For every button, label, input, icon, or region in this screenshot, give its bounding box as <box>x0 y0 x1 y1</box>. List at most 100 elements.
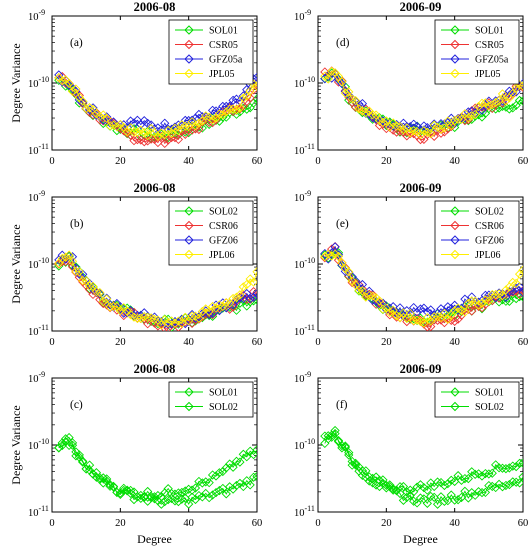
legend-box <box>168 381 254 418</box>
data-point <box>467 111 477 121</box>
data-point <box>143 312 153 322</box>
y-tick-base: 10 <box>294 374 305 385</box>
x-tick-label: 60 <box>518 156 529 167</box>
data-point <box>177 487 187 498</box>
legend-entry: GFZ05a <box>475 55 509 66</box>
data-point <box>81 464 91 474</box>
y-axis-label: Degree Variance <box>9 43 23 122</box>
data-point <box>160 497 170 507</box>
data-point <box>518 82 523 92</box>
data-point <box>71 447 81 457</box>
data-point <box>163 135 173 145</box>
chart-panel-d: 2006-090 20 40 6010-910-1010-11(d)SOL01CSR0… <box>294 0 528 167</box>
data-point <box>146 493 156 503</box>
y-tick-exponent: -11 <box>39 323 49 332</box>
data-point <box>194 124 204 135</box>
data-point <box>95 287 105 298</box>
data-point <box>221 298 231 308</box>
x-tick-label: 0 <box>49 518 54 529</box>
data-point <box>374 296 385 306</box>
data-point <box>323 434 333 444</box>
chart-panel-b: 2006-080 20 40 6010-910-1010-11(b)SOL02CSR0… <box>9 181 262 348</box>
y-tick-base: 10 <box>294 193 305 204</box>
x-tick-label: 40 <box>183 337 194 348</box>
data-point <box>422 322 432 331</box>
legend-box <box>434 381 520 418</box>
data-point <box>207 490 218 500</box>
legend-swatch-marker <box>184 235 194 245</box>
data-point <box>350 460 361 470</box>
x-axis-label: Degree <box>137 532 172 546</box>
data-point <box>497 98 508 108</box>
data-point <box>225 104 235 114</box>
data-point <box>511 278 521 289</box>
data-point <box>91 288 102 298</box>
data-point <box>197 492 207 502</box>
x-tick-label: 40 <box>449 518 460 529</box>
data-point <box>446 475 456 485</box>
legend: SOL02 CSR06 GFZ06 JPL06 <box>168 200 254 266</box>
data-point <box>429 312 439 322</box>
y-tick-exponent: -9 <box>305 8 312 17</box>
legend-entry: CSR05 <box>475 40 504 51</box>
data-point <box>67 256 78 266</box>
data-point <box>61 252 71 262</box>
x-tick-label: 20 <box>115 518 126 529</box>
data-point <box>98 115 108 125</box>
legend-swatch-marker <box>184 220 194 231</box>
y-tick-base: 10 <box>28 193 39 204</box>
data-point <box>388 485 398 495</box>
y-tick-exponent: -10 <box>39 256 50 265</box>
legend-entry: JPL06 <box>475 250 501 261</box>
data-point <box>453 495 463 505</box>
data-point <box>508 88 518 99</box>
data-point <box>501 96 511 106</box>
data-point <box>508 277 518 288</box>
data-point <box>357 286 368 296</box>
y-tick-label: 10-10 <box>28 256 49 271</box>
data-point <box>511 83 521 93</box>
x-tick-label: 40 <box>183 156 194 167</box>
data-point <box>156 320 166 330</box>
data-point <box>337 79 347 89</box>
data-point <box>405 490 415 501</box>
y-tick-exponent: -9 <box>39 370 46 379</box>
data-point <box>166 488 177 499</box>
data-point <box>439 307 450 317</box>
data-point <box>194 312 204 322</box>
data-point <box>477 487 487 498</box>
data-point <box>235 457 245 467</box>
data-point <box>491 289 501 300</box>
data-point <box>501 285 511 295</box>
panel-title: 2006-09 <box>400 0 442 14</box>
y-tick-label: 10-9 <box>28 189 45 204</box>
data-point <box>347 460 357 470</box>
data-point <box>214 468 225 478</box>
data-point <box>238 282 248 292</box>
data-point <box>487 289 497 300</box>
data-point <box>252 81 257 91</box>
data-point <box>460 486 470 496</box>
data-point <box>187 485 197 495</box>
data-point <box>84 460 95 470</box>
data-point <box>129 311 139 321</box>
data-point <box>207 105 218 115</box>
legend: SOL02 CSR06 GFZ06 JPL06 <box>434 200 520 266</box>
data-point <box>115 489 125 500</box>
chart-panel-f: 2006-090 20 40 6010-910-1010-11(f)SOL01SOL0… <box>294 362 528 546</box>
y-tick-label: 10-10 <box>28 437 49 452</box>
data-point <box>252 267 257 277</box>
y-tick-exponent: -11 <box>39 504 49 513</box>
data-point <box>405 308 415 319</box>
data-point <box>463 113 473 123</box>
data-point <box>439 480 450 491</box>
data-point <box>450 306 460 316</box>
data-point <box>91 287 102 297</box>
legend-entry: SOL01 <box>475 26 504 37</box>
data-point <box>108 301 119 312</box>
data-point <box>426 305 436 315</box>
y-tick-exponent: -10 <box>39 437 50 446</box>
x-tick-label: 0 <box>315 156 320 167</box>
data-point <box>95 474 105 485</box>
panel-title: 2006-08 <box>134 0 176 14</box>
